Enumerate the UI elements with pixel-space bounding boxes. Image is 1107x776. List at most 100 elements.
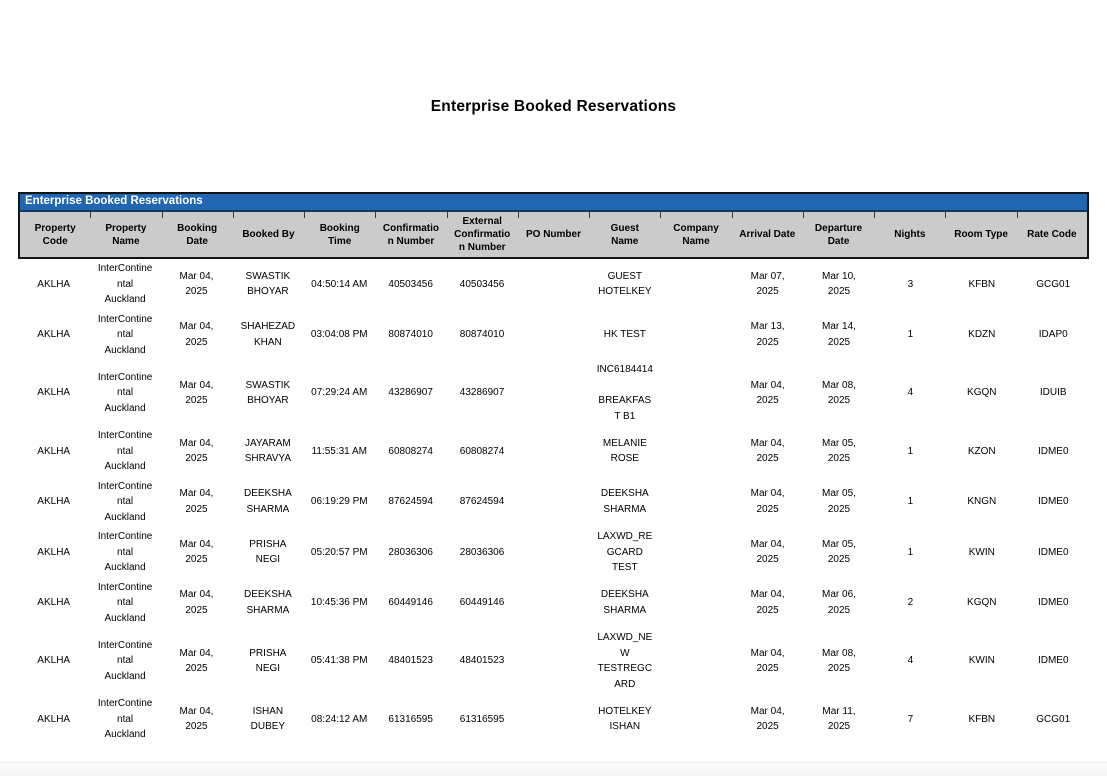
table-row: AKLHA InterContine ntal Auckland Mar 04, 2… (18, 360, 1089, 426)
cell-booked_by: ISHAN DUBEY (250, 705, 286, 733)
table-row: AKLHA InterContine ntal Auckland Mar 04, 2… (18, 694, 1089, 745)
cell-arrival_date: Mar 04, 2025 (750, 437, 785, 465)
cell-external_confirmation_number: 43286907 (459, 387, 505, 399)
column-header-confirmation_number: Confirmatio n Number (375, 212, 447, 258)
cell-confirmation_number: 60449146 (388, 597, 433, 608)
column-header-external_confirmation_number: External Confirmatio n Number (446, 212, 518, 258)
cell-guest_name: INC6184414 BREAKFAS T B1 (596, 364, 653, 422)
cell-nights: 2 (907, 597, 914, 608)
cell-rate_code: IDME0 (1037, 445, 1069, 457)
cell-departure_date: Mar 05, 2025 (822, 538, 856, 566)
cell-guest_name: HOTELKEY ISHAN (598, 705, 652, 733)
cell-booking_time: 05:20:57 PM (310, 546, 368, 558)
cell-guest_name: DEEKSHA SHARMA (600, 488, 649, 515)
cell-company_name (661, 310, 732, 361)
cell-po_number (518, 628, 589, 694)
cell-arrival_date: Mar 07, 2025 (750, 270, 785, 298)
column-header-property_code: Property Code (34, 222, 76, 247)
cell-booking_date: Mar 04, 2025 (179, 270, 214, 298)
cell-guest_name: DEEKSHA SHARMA (600, 589, 649, 616)
cell-po_number (518, 477, 589, 528)
cell-room_type: KNGN (967, 496, 997, 507)
cell-booking_time: 10:45:36 PM (310, 597, 368, 608)
cell-booking_date: Mar 04, 2025 (179, 437, 214, 465)
cell-company_name (661, 477, 732, 528)
cell-property_code: AKLHA (37, 329, 71, 340)
cell-room_type: KFBN (968, 713, 996, 725)
column-header-po_number: PO Number (517, 212, 590, 258)
table-row: AKLHA InterContine ntal Auckland Mar 04, 2… (18, 527, 1089, 578)
cell-booking_time: 05:41:38 PM (310, 655, 368, 667)
cell-arrival_date: Mar 04, 2025 (750, 589, 785, 616)
cell-booking_time: 11:55:31 AM (311, 445, 367, 457)
cell-room_type: KZON (967, 445, 996, 457)
cell-departure_date: Mar 06, 2025 (822, 589, 856, 616)
column-header-arrival_date: Arrival Date (731, 212, 803, 258)
cell-company_name (661, 360, 732, 426)
enterprise-booked-reservations-report: Enterprise Booked Reservations Property … (18, 192, 1089, 745)
reservations-header-table: Property Code Property Name Booking Date Bo… (18, 212, 1089, 259)
cell-po_number (518, 694, 589, 745)
cell-external_confirmation_number: 60808274 (459, 445, 505, 457)
cell-property_name: InterContine ntal Auckland (97, 581, 153, 624)
cell-company_name (661, 527, 732, 578)
cell-property_code: AKLHA (37, 655, 71, 667)
cell-guest_name: MELANIE ROSE (602, 437, 647, 465)
cell-external_confirmation_number: 61316595 (459, 713, 505, 725)
cell-property_code: AKLHA (37, 387, 71, 399)
cell-departure_date: Mar 08, 2025 (822, 379, 856, 407)
cell-booked_by: DEEKSHA SHARMA (243, 488, 292, 515)
cell-property_name: InterContine ntal Auckland (97, 698, 153, 740)
cell-property_code: AKLHA (37, 445, 71, 457)
cell-rate_code: IDME0 (1037, 496, 1069, 507)
cell-company_name (661, 578, 732, 629)
cell-po_number (518, 426, 589, 477)
cell-property_code: AKLHA (37, 496, 71, 507)
cell-booking_date: Mar 04, 2025 (179, 705, 214, 733)
cell-guest_name: LAXWD_RE GCARD TEST (597, 531, 653, 573)
column-header-room_type: Room Type (945, 212, 1017, 258)
cell-confirmation_number: 43286907 (388, 387, 433, 399)
cell-guest_name: HK TEST (603, 329, 646, 340)
cell-nights: 1 (907, 496, 914, 507)
cell-property_code: AKLHA (37, 597, 71, 608)
cell-rate_code: GCG01 (1036, 278, 1071, 290)
cell-property_code: AKLHA (37, 278, 71, 290)
cell-departure_date: Mar 14, 2025 (822, 321, 856, 348)
cell-rate_code: IDME0 (1037, 597, 1069, 608)
reservations-table-body: AKLHA InterContine ntal Auckland Mar 04, 2… (18, 259, 1089, 745)
cell-confirmation_number: 61316595 (388, 713, 433, 725)
cell-booking_date: Mar 04, 2025 (179, 488, 214, 515)
cell-booking_time: 06:19:29 PM (310, 496, 368, 507)
cell-property_code: AKLHA (37, 713, 71, 725)
cell-external_confirmation_number: 28036306 (459, 546, 505, 558)
cell-company_name (661, 694, 732, 745)
cell-departure_date: Mar 05, 2025 (822, 488, 856, 515)
cell-property_name: InterContine ntal Auckland (97, 430, 153, 472)
cell-guest_name: LAXWD_NE W TESTREGC ARD (597, 632, 653, 690)
cell-confirmation_number: 80874010 (388, 329, 433, 340)
cell-booking_time: 07:29:24 AM (311, 387, 368, 399)
cell-external_confirmation_number: 40503456 (459, 278, 505, 290)
table-row: AKLHA InterContine ntal Auckland Mar 04, 2… (18, 628, 1089, 694)
cell-room_type: KFBN (968, 278, 996, 290)
cell-booked_by: PRISHA NEGI (249, 647, 287, 675)
column-header-booked_by: Booked By (232, 212, 305, 258)
cell-po_number (518, 578, 589, 629)
cell-confirmation_number: 40503456 (388, 278, 433, 290)
cell-company_name (661, 628, 732, 694)
table-row: AKLHA InterContine ntal Auckland Mar 04, 2… (18, 310, 1089, 361)
cell-room_type: KWIN (968, 546, 995, 558)
cell-rate_code: IDME0 (1037, 546, 1069, 558)
cell-po_number (518, 259, 589, 310)
cell-property_name: InterContine ntal Auckland (97, 639, 153, 682)
cell-arrival_date: Mar 04, 2025 (750, 488, 785, 515)
cell-booked_by: SHAHEZAD KHAN (240, 321, 296, 348)
cell-booking_date: Mar 04, 2025 (179, 379, 214, 407)
cell-nights: 3 (907, 278, 914, 290)
report-banner: Enterprise Booked Reservations (18, 192, 1089, 212)
cell-property_name: InterContine ntal Auckland (97, 313, 153, 356)
cell-confirmation_number: 87624594 (388, 496, 433, 507)
cell-property_name: InterContine ntal Auckland (97, 531, 153, 573)
cell-nights: 4 (907, 655, 914, 667)
